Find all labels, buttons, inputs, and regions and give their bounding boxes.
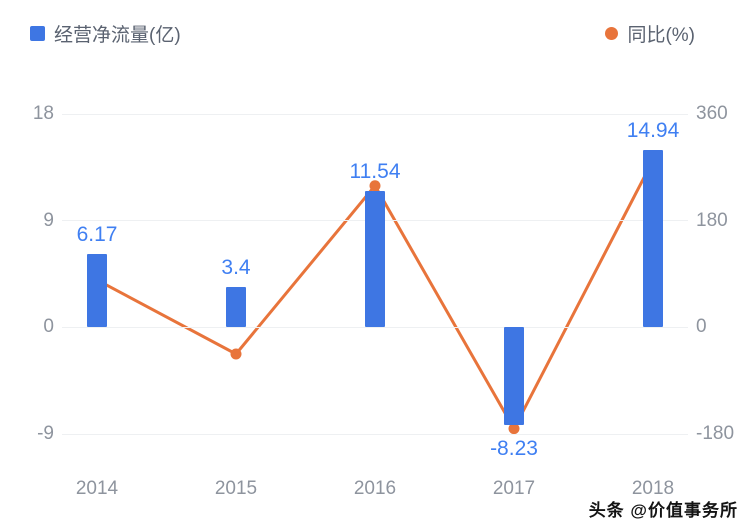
bar-value-label: -8.23 xyxy=(490,436,538,460)
bar xyxy=(365,190,385,328)
gridline xyxy=(62,326,688,328)
gridline xyxy=(62,433,688,435)
left-axis-tick: 0 xyxy=(43,316,54,338)
x-axis-label: 2014 xyxy=(75,478,119,499)
left-axis-tick: -9 xyxy=(37,423,54,444)
bar-legend-label: 经营净流量(亿) xyxy=(54,25,181,46)
watermark: 头条 @价值事务所 xyxy=(588,501,738,520)
x-axis-label: 2017 xyxy=(492,478,536,499)
gridline xyxy=(62,113,688,115)
bar xyxy=(226,287,246,328)
left-axis-tick: 18 xyxy=(32,103,54,124)
right-axis-tick: 360 xyxy=(696,103,728,124)
right-axis-tick: 0 xyxy=(696,316,707,338)
right-axis-tick: -180 xyxy=(696,423,735,444)
bar-legend-swatch-icon xyxy=(30,26,45,41)
legend-item-line[interactable]: 同比(%) xyxy=(605,20,695,47)
x-axis-label: 2018 xyxy=(631,478,675,499)
bar xyxy=(87,254,107,328)
bar-value-label: 6.17 xyxy=(76,223,118,247)
line-legend-swatch-icon xyxy=(605,27,619,40)
yoy-point xyxy=(230,348,242,360)
bar-value-label: 11.54 xyxy=(349,159,401,183)
right-axis-tick: 180 xyxy=(696,209,728,231)
legend-item-bars[interactable]: 经营净流量(亿) xyxy=(30,20,181,47)
line-legend-label: 同比(%) xyxy=(627,25,695,46)
bar xyxy=(643,150,663,328)
left-axis-tick: 9 xyxy=(43,209,54,231)
bar xyxy=(504,327,524,425)
bar-value-label: 14.94 xyxy=(626,119,680,143)
bar-value-label: 3.4 xyxy=(221,256,251,280)
x-axis-label: 2016 xyxy=(353,478,397,499)
x-axis-label: 2015 xyxy=(214,478,258,499)
